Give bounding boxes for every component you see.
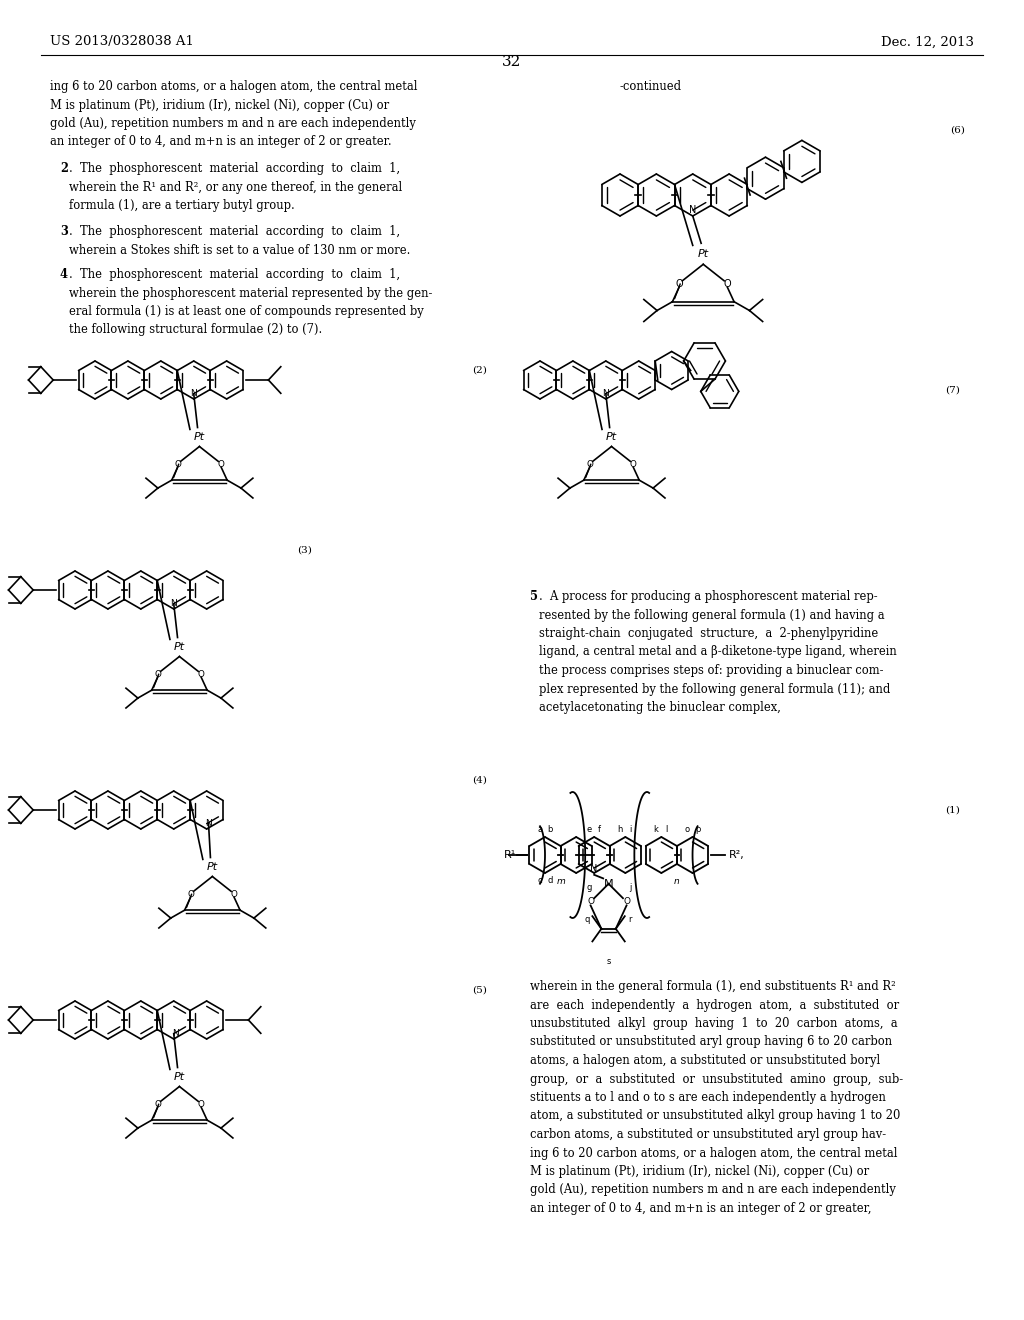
Text: O: O bbox=[230, 890, 238, 899]
Text: N: N bbox=[602, 389, 609, 397]
Text: n: n bbox=[674, 878, 680, 887]
Text: s: s bbox=[606, 957, 610, 966]
Text: N: N bbox=[172, 1030, 179, 1039]
Text: .  A process for producing a phosphorescent material rep-
resented by the follow: . A process for producing a phosphoresce… bbox=[539, 590, 897, 714]
Text: e: e bbox=[586, 825, 592, 834]
Text: 32: 32 bbox=[503, 55, 521, 69]
Text: (5): (5) bbox=[472, 986, 487, 994]
Text: Pt: Pt bbox=[606, 432, 617, 442]
Text: O: O bbox=[155, 1100, 161, 1109]
Text: O: O bbox=[155, 669, 161, 678]
Text: g: g bbox=[586, 883, 592, 892]
Text: b: b bbox=[548, 825, 553, 834]
Text: N: N bbox=[689, 205, 696, 215]
Text: .  The  phosphorescent  material  according  to  claim  1,
wherein the R¹ and R²: . The phosphorescent material according … bbox=[69, 162, 402, 213]
Text: .  The  phosphorescent  material  according  to  claim  1,
wherein a Stokes shif: . The phosphorescent material according … bbox=[69, 224, 411, 256]
Text: 2: 2 bbox=[60, 162, 68, 176]
Text: O: O bbox=[198, 1100, 205, 1109]
Text: (1): (1) bbox=[945, 805, 961, 814]
Text: a: a bbox=[537, 825, 542, 834]
Text: h: h bbox=[617, 825, 623, 834]
Text: N: N bbox=[170, 599, 177, 607]
Text: (4): (4) bbox=[472, 776, 487, 784]
Text: (3): (3) bbox=[297, 545, 312, 554]
Text: p: p bbox=[695, 825, 700, 834]
Text: o: o bbox=[685, 825, 690, 834]
Text: Pt: Pt bbox=[194, 432, 205, 442]
Text: r: r bbox=[629, 915, 632, 924]
Text: (7): (7) bbox=[945, 385, 961, 395]
Text: f: f bbox=[598, 825, 601, 834]
Text: N: N bbox=[190, 389, 197, 397]
Text: (6): (6) bbox=[950, 125, 965, 135]
Text: k: k bbox=[653, 825, 658, 834]
Text: Pt: Pt bbox=[174, 1072, 185, 1082]
Text: O: O bbox=[587, 459, 593, 469]
Text: -continued: -continued bbox=[620, 81, 682, 92]
Text: O: O bbox=[198, 669, 205, 678]
Text: N: N bbox=[591, 865, 598, 874]
Text: R¹: R¹ bbox=[504, 850, 516, 861]
Text: M: M bbox=[604, 879, 613, 888]
Text: N: N bbox=[205, 820, 212, 828]
Text: d: d bbox=[548, 875, 553, 884]
Text: (2): (2) bbox=[472, 366, 487, 375]
Text: O: O bbox=[724, 279, 731, 289]
Text: Dec. 12, 2013: Dec. 12, 2013 bbox=[881, 36, 974, 49]
Text: q: q bbox=[585, 915, 590, 924]
Text: O: O bbox=[174, 459, 181, 469]
Text: Pt: Pt bbox=[207, 862, 218, 873]
Text: l: l bbox=[666, 825, 668, 834]
Text: O: O bbox=[675, 279, 683, 289]
Text: m: m bbox=[556, 878, 565, 887]
Text: O: O bbox=[587, 898, 594, 907]
Text: c: c bbox=[538, 875, 542, 884]
Text: O: O bbox=[187, 890, 194, 899]
Text: R²,: R², bbox=[728, 850, 744, 861]
Text: 5: 5 bbox=[530, 590, 538, 603]
Text: i: i bbox=[630, 825, 632, 834]
Text: US 2013/0328038 A1: US 2013/0328038 A1 bbox=[50, 36, 194, 49]
Text: j: j bbox=[630, 883, 632, 892]
Text: ing 6 to 20 carbon atoms, or a halogen atom, the central metal
M is platinum (Pt: ing 6 to 20 carbon atoms, or a halogen a… bbox=[50, 81, 418, 149]
Text: .  The  phosphorescent  material  according  to  claim  1,
wherein the phosphore: . The phosphorescent material according … bbox=[69, 268, 432, 337]
Text: Pt: Pt bbox=[174, 642, 185, 652]
Text: 4: 4 bbox=[60, 268, 68, 281]
Text: wherein in the general formula (1), end substituents R¹ and R²
are  each  indepe: wherein in the general formula (1), end … bbox=[530, 979, 903, 1214]
Text: O: O bbox=[630, 459, 637, 469]
Text: Pt: Pt bbox=[697, 248, 709, 259]
Text: 3: 3 bbox=[60, 224, 68, 238]
Text: O: O bbox=[218, 459, 224, 469]
Text: O: O bbox=[623, 898, 630, 907]
